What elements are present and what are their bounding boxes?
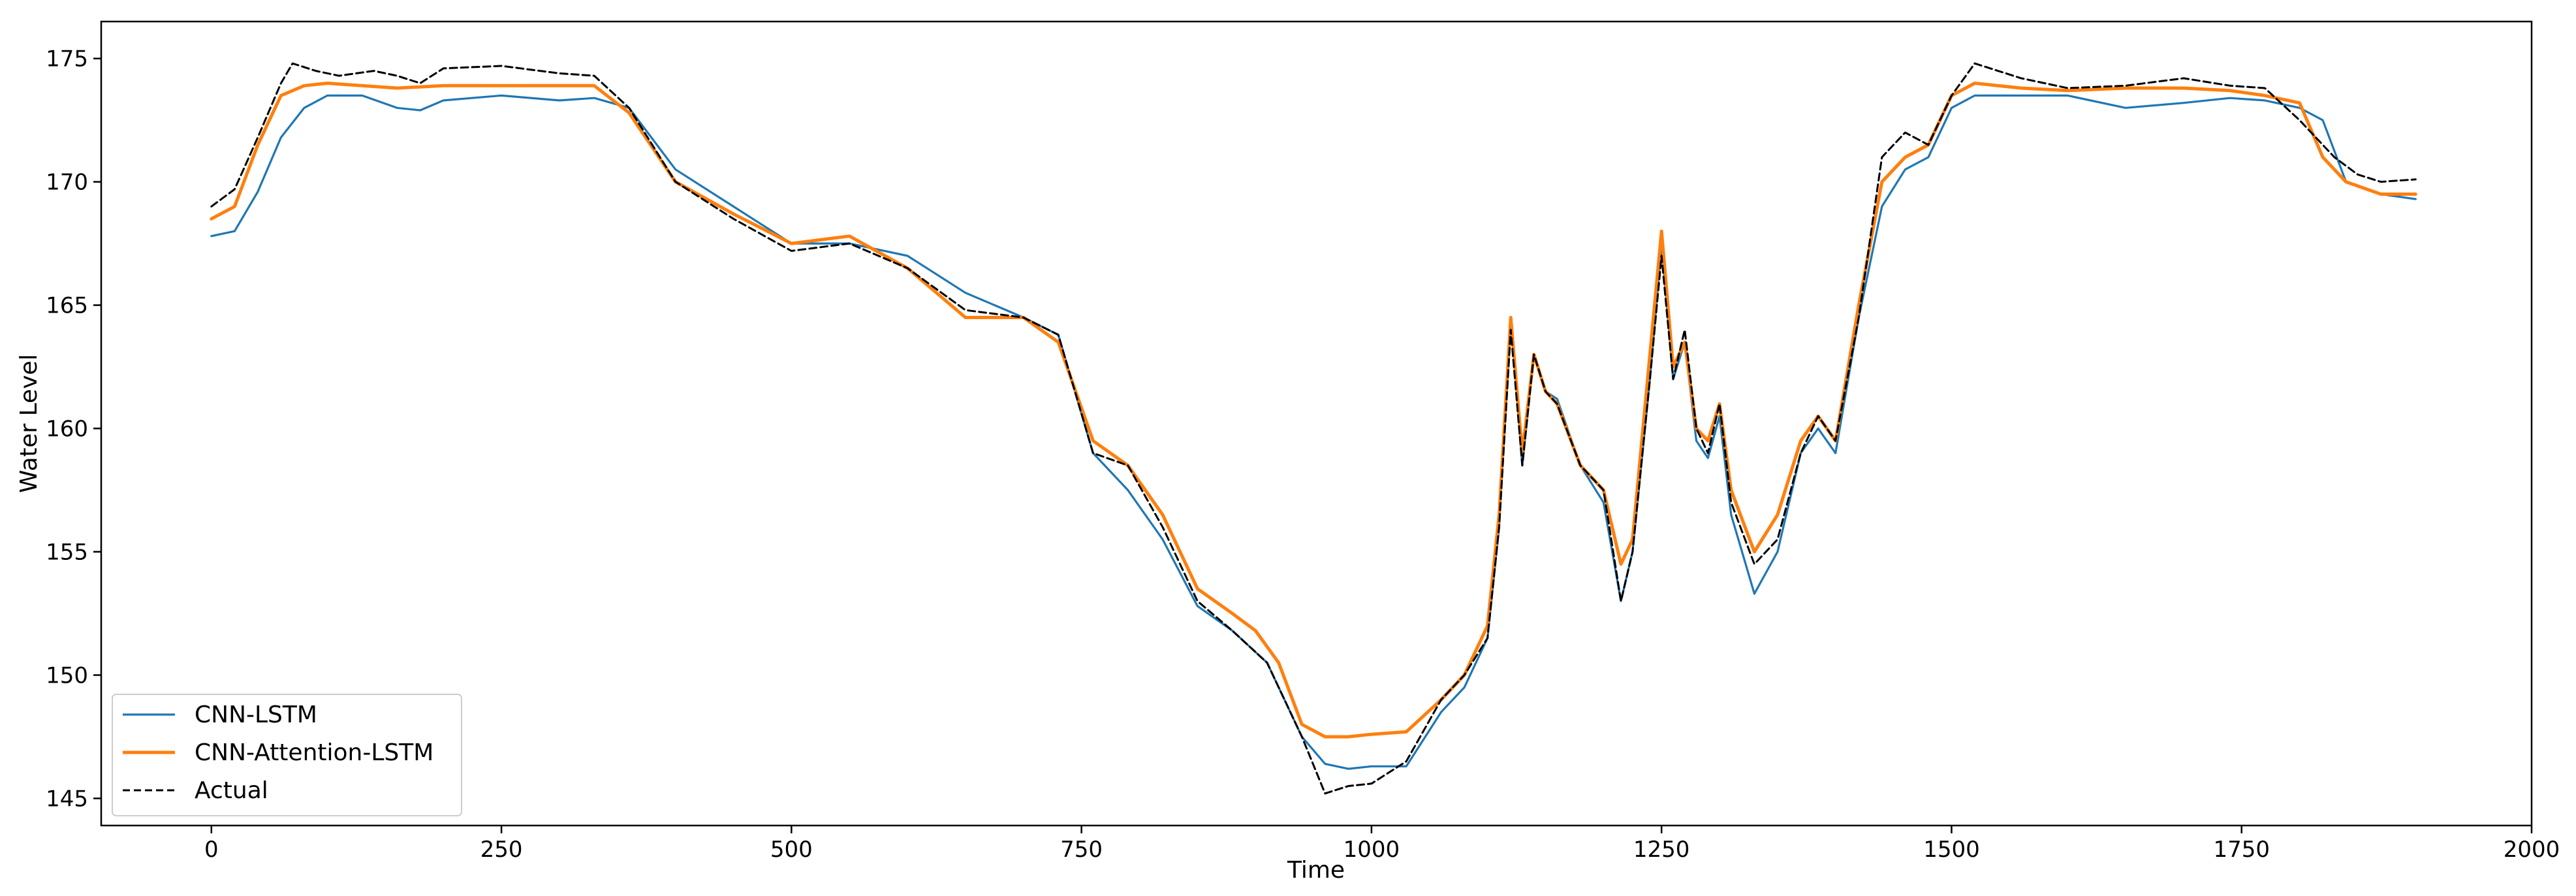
x-tick-label: 750 [1060,837,1103,863]
y-tick-label: 165 [46,293,88,319]
legend: CNN-LSTM CNN-Attention-LSTM Actual [112,694,462,816]
y-tick-label: 145 [46,786,88,812]
y-tick-label: 175 [46,46,88,72]
x-tick-label: 1250 [1633,837,1690,863]
y-tick-label: 155 [46,540,88,566]
x-tick-label: 1500 [1923,837,1980,863]
x-axis-label: Time [1287,857,1345,884]
x-tick-label: 250 [480,837,523,863]
series-line-cnn-attention-lstm [210,82,2417,739]
y-tick-label: 160 [46,416,88,442]
x-tick-label: 1000 [1343,837,1400,863]
y-axis-ticks: 145 150 155 160 165 170 175 [46,46,101,812]
y-tick-label: 170 [46,170,88,196]
x-tick-label: 2000 [2504,837,2560,863]
legend-label: Actual [195,777,268,804]
legend-label: CNN-LSTM [195,702,317,728]
x-tick-label: 0 [204,837,219,863]
legend-label: CNN-Attention-LSTM [195,739,433,766]
series-layer [210,62,2417,795]
x-axis-ticks: 0 250 500 750 1000 1250 1500 1750 2000 [204,826,2560,863]
y-axis-label: Water Level [16,354,42,493]
x-tick-label: 500 [770,837,813,863]
y-tick-label: 150 [46,662,88,688]
series-line-actual [210,62,2417,795]
plot-frame [100,20,2533,827]
legend-box [112,694,462,816]
x-tick-label: 1750 [2213,837,2270,863]
series-line-cnn-lstm [210,94,2417,770]
